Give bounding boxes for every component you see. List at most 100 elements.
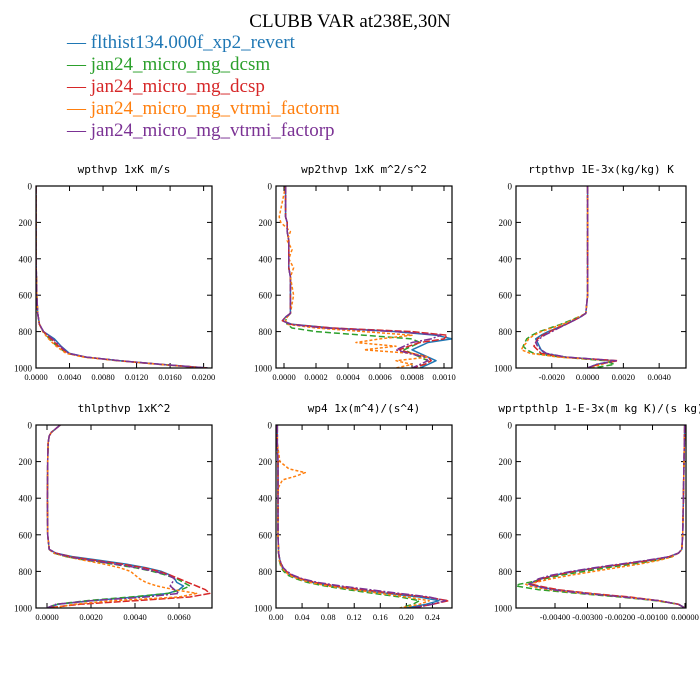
y-tick-label: 0 [28,182,33,192]
x-tick-label: 0.0080 [91,372,114,382]
x-tick-label: 0.20 [399,612,414,622]
series-line [46,425,198,608]
y-tick-label: 800 [499,327,513,337]
x-tick-label: 0.0008 [400,372,423,382]
x-tick-label: -0.0020 [539,372,565,382]
y-tick-label: 0 [28,421,33,431]
x-tick-label: 0.00 [269,612,284,622]
y-tick-label: 400 [259,494,273,504]
y-tick-label: 800 [19,567,33,577]
panel-title: thlpthvp 1xK^2 [78,402,171,415]
panel-title: wp4 1x(m^4)/(s^4) [308,402,421,415]
y-tick-label: 200 [19,218,33,228]
series-line [534,186,617,368]
x-tick-label: 0.0200 [192,372,215,382]
legend: — flthist134.000f_xp2_revert— jan24_micr… [66,32,340,141]
y-tick-label: 800 [499,567,513,577]
x-tick-label: 0.0040 [123,612,146,622]
x-tick-label: 0.0004 [336,372,360,382]
series-line [36,186,208,368]
panel-title: wpthvp 1xK m/s [78,163,171,176]
plot-frame [515,424,687,609]
y-tick-label: 400 [499,494,513,504]
x-tick-label: 0.24 [425,612,441,622]
plot-frame [515,185,687,369]
x-tick-label: 0.00000 [671,612,699,622]
panel-title: rtpthvp 1E-3x(kg/kg) K [528,163,674,176]
y-tick-label: 0 [508,182,513,192]
plot-frame [35,424,213,609]
series-line [533,186,619,368]
y-tick-label: 800 [259,567,273,577]
series-line [528,425,686,608]
y-tick-label: 400 [19,494,33,504]
y-tick-label: 1000 [14,364,33,374]
x-tick-label: 0.0000 [35,612,58,622]
legend-entry: — jan24_micro_mg_dcsm [66,54,270,75]
x-tick-label: 0.0000 [272,372,295,382]
series-line [46,425,185,608]
x-tick-label: 0.0000 [576,372,599,382]
y-tick-label: 400 [259,254,273,264]
x-tick-label: 0.08 [321,612,336,622]
series-line [36,186,207,368]
plot-frame [275,424,453,609]
panel-title: wp2thvp 1xK m^2/s^2 [301,163,427,176]
x-tick-label: -0.00400 [540,612,570,622]
y-tick-label: 1000 [254,604,273,614]
y-tick-label: 200 [259,218,273,228]
y-tick-label: 400 [499,254,513,264]
chart-panel: wp2thvp 1xK m^2/s^2020040060080010000.00… [254,163,456,382]
x-tick-label: 0.12 [347,612,362,622]
legend-entry: — flthist134.000f_xp2_revert [66,32,296,53]
series-line [36,186,208,368]
figure-title: CLUBB VAR at238E,30N [249,11,451,32]
series-line [36,186,208,368]
x-tick-label: 0.0160 [158,372,181,382]
x-tick-label: 0.16 [373,612,388,622]
series-line [520,186,614,368]
y-tick-label: 400 [19,254,33,264]
series-line [276,425,421,608]
series-line [516,425,686,608]
legend-entry: — jan24_micro_mg_vtrmi_factorp [66,120,335,141]
series-line [528,425,686,608]
series-line [46,425,211,608]
series-line [278,186,429,368]
y-tick-label: 600 [259,530,273,540]
y-tick-label: 0 [268,421,273,431]
y-tick-label: 600 [499,291,513,301]
x-tick-label: -0.00100 [637,612,667,622]
x-tick-label: 0.0020 [612,372,635,382]
y-tick-label: 600 [499,530,513,540]
series-line [534,186,616,368]
x-tick-label: 0.0006 [368,372,391,382]
y-tick-label: 200 [499,457,513,467]
x-tick-label: 0.0040 [647,372,670,382]
x-tick-label: 0.0040 [58,372,81,382]
y-tick-label: 600 [259,291,273,301]
series-line [531,425,686,608]
y-tick-label: 1000 [494,604,513,614]
series-line [46,425,180,608]
series-line [36,186,206,368]
x-tick-label: 0.04 [295,612,311,622]
y-tick-label: 600 [19,291,33,301]
plot-frame [35,185,213,369]
y-tick-label: 0 [268,182,273,192]
chart-panel: wprtpthlp 1-E-3x(m kg K)/(s kg) 0 200 400 60… [494,402,700,622]
panel-title: wprtpthlp 1-E-3x(m kg K)/(s kg) [498,402,700,415]
y-tick-label: 800 [259,327,273,337]
series-line [46,425,191,608]
y-tick-label: 200 [19,457,33,467]
legend-entry: — jan24_micro_mg_dcsp [66,76,265,97]
y-tick-label: 1000 [14,604,33,614]
x-tick-label: 0.0002 [304,372,327,382]
series-line [525,425,686,608]
y-tick-label: 800 [19,327,33,337]
x-tick-label: 0.0120 [125,372,148,382]
x-tick-label: -0.00300 [572,612,602,622]
y-tick-label: 200 [499,218,513,228]
